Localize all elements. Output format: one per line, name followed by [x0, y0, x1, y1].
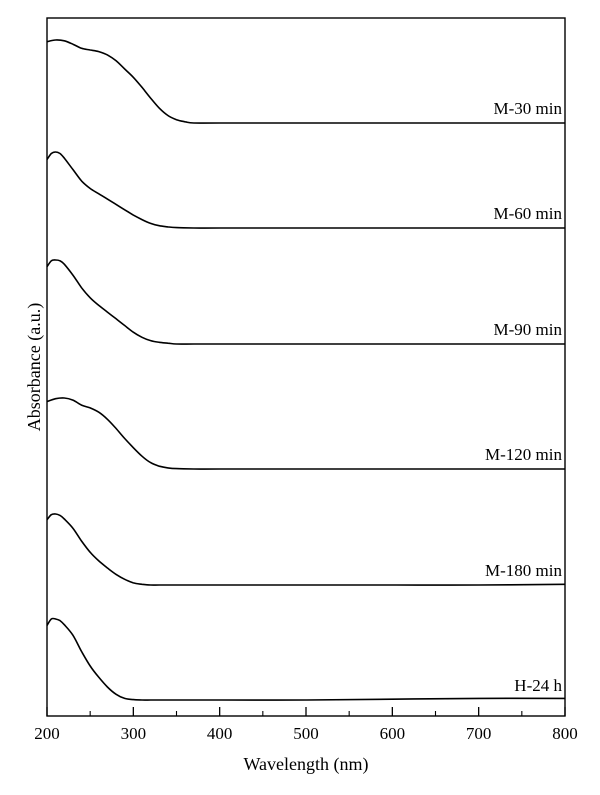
series-label: M-90 min [494, 320, 563, 339]
series-curve [46, 397, 565, 470]
y-axis-label: Absorbance (a.u.) [24, 303, 45, 431]
x-tick-label: 600 [380, 724, 406, 743]
series-label: H-24 h [514, 676, 562, 695]
x-tick-label: 300 [121, 724, 147, 743]
spectra-curves [46, 39, 566, 701]
series-label: M-120 min [485, 445, 562, 464]
x-tick-label: 500 [293, 724, 319, 743]
x-tick-label: 400 [207, 724, 233, 743]
series-label: M-60 min [494, 204, 563, 223]
series-label: M-30 min [494, 99, 563, 118]
series-curve [46, 513, 566, 586]
x-tick-label: 200 [34, 724, 60, 743]
x-tick-label: 800 [552, 724, 578, 743]
series-label: M-180 min [485, 561, 562, 580]
series-curve [46, 617, 566, 701]
series-curve [46, 151, 565, 229]
x-axis-label: Wavelength (nm) [243, 754, 368, 775]
series-curve [46, 39, 565, 124]
series-labels: M-30 min M-60 min M-90 min M-120 min M-180 m… [485, 99, 562, 695]
series-curve [46, 259, 565, 345]
x-axis-tick-labels: 200 300 400 500 600 700 800 [34, 724, 578, 743]
x-axis-ticks [46, 707, 566, 716]
x-tick-label: 700 [466, 724, 492, 743]
